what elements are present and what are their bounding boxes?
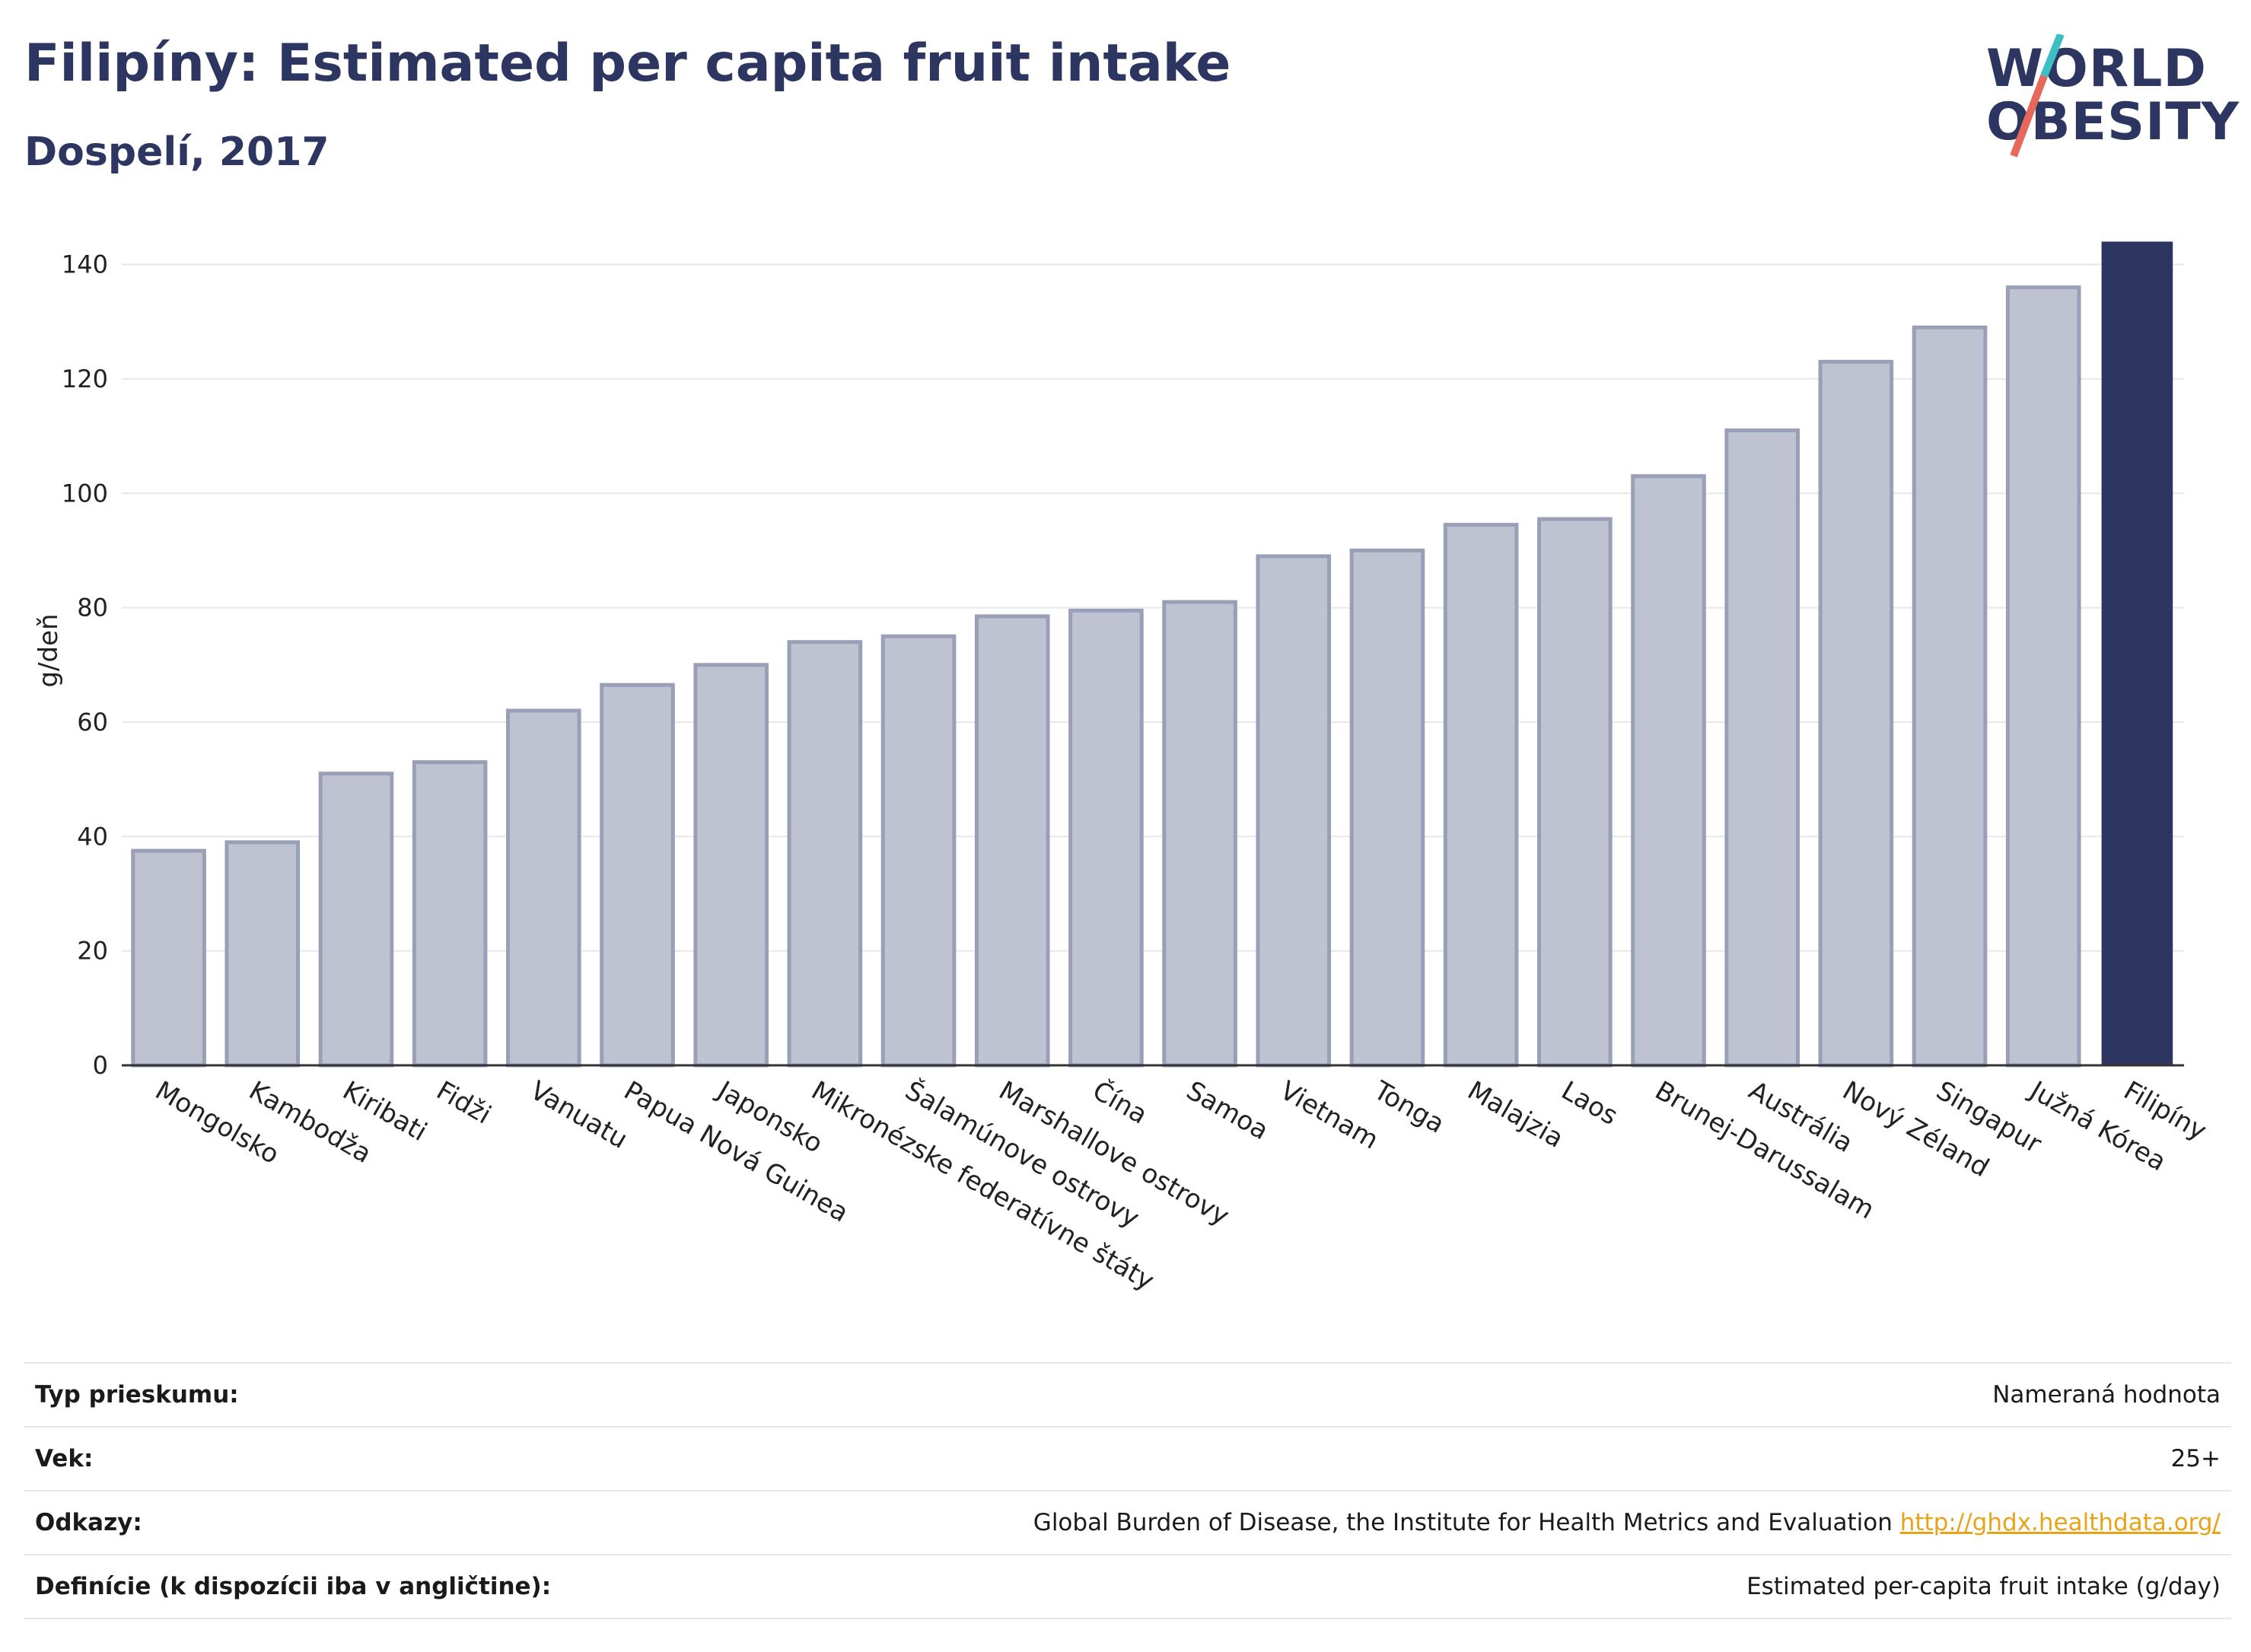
info-label: Typ prieskumu:	[35, 1381, 239, 1408]
bar	[787, 640, 863, 1068]
bar	[1068, 608, 1144, 1068]
info-value: Estimated per-capita fruit intake (g/day…	[1746, 1573, 2221, 1600]
bar	[880, 634, 957, 1068]
bar	[131, 848, 206, 1068]
bar-chart: 020406080100120140g/deňMongolskoKambodža…	[33, 241, 2211, 1297]
bar	[2101, 241, 2173, 1066]
info-row-definitions: Definície (k dispozícii iba v angličtine…	[24, 1554, 2231, 1619]
x-tick-label: Malajzia	[1463, 1075, 1569, 1154]
x-tick-label: Samoa	[1181, 1075, 1273, 1146]
info-label: Vek:	[35, 1445, 94, 1472]
y-axis-label: g/deň	[33, 613, 64, 687]
info-row-survey-type: Typ prieskumu: Nameraná hodnota	[24, 1362, 2231, 1426]
bar	[1818, 359, 1894, 1068]
bar	[1537, 517, 1613, 1068]
info-value: Nameraná hodnota	[1992, 1381, 2221, 1408]
y-tick-label: 120	[62, 364, 108, 393]
bar	[2005, 285, 2081, 1068]
bar	[600, 683, 675, 1068]
x-tick-label: Fidži	[431, 1075, 496, 1130]
bar	[224, 840, 301, 1068]
y-tick-label: 0	[93, 1051, 108, 1080]
logo-text-line1: WORLD	[1986, 39, 2207, 99]
bar	[1256, 554, 1332, 1068]
bar	[412, 760, 488, 1068]
bar	[1724, 428, 1800, 1068]
x-tick-label: Vanuatu	[525, 1075, 632, 1155]
y-tick-label: 60	[77, 708, 108, 737]
y-tick-label: 40	[77, 822, 108, 851]
x-tick-label: Vietnam	[1275, 1075, 1383, 1156]
info-row-references: Odkazy: Global Burden of Disease, the In…	[24, 1490, 2231, 1554]
bar	[318, 772, 394, 1068]
bar	[974, 614, 1050, 1068]
y-tick-label: 140	[62, 250, 108, 279]
info-row-age: Vek: 25+	[24, 1426, 2231, 1490]
info-label: Definície (k dispozícii iba v angličtine…	[35, 1573, 552, 1600]
bar	[693, 663, 769, 1068]
chart-title: Filipíny: Estimated per capita fruit int…	[24, 33, 1231, 94]
bar	[1443, 523, 1519, 1068]
reference-link[interactable]: http://ghdx.healthdata.org/	[1899, 1509, 2221, 1536]
info-label: Odkazy:	[35, 1509, 142, 1536]
x-tick-label: Laos	[1556, 1075, 1623, 1132]
y-tick-label: 100	[62, 479, 108, 508]
info-value: 25+	[2170, 1445, 2221, 1472]
bar	[1912, 325, 1988, 1068]
bar	[1349, 548, 1425, 1068]
x-tick-label: Čína	[1087, 1074, 1153, 1130]
logo-slash-icon	[2010, 34, 2065, 158]
info-table: Typ prieskumu: Nameraná hodnota Vek: 25+…	[24, 1362, 2231, 1619]
world-obesity-logo: WORLD OBESITY	[1986, 34, 2239, 164]
info-value: Global Burden of Disease, the Institute …	[1033, 1509, 1893, 1536]
chart-subtitle: Dospelí, 2017	[24, 129, 330, 175]
info-value-container: Global Burden of Disease, the Institute …	[1033, 1509, 2231, 1536]
y-tick-label: 20	[77, 937, 108, 966]
y-tick-label: 80	[77, 594, 108, 622]
bar	[1631, 474, 1706, 1068]
bar	[506, 708, 581, 1068]
bar	[1162, 600, 1237, 1068]
